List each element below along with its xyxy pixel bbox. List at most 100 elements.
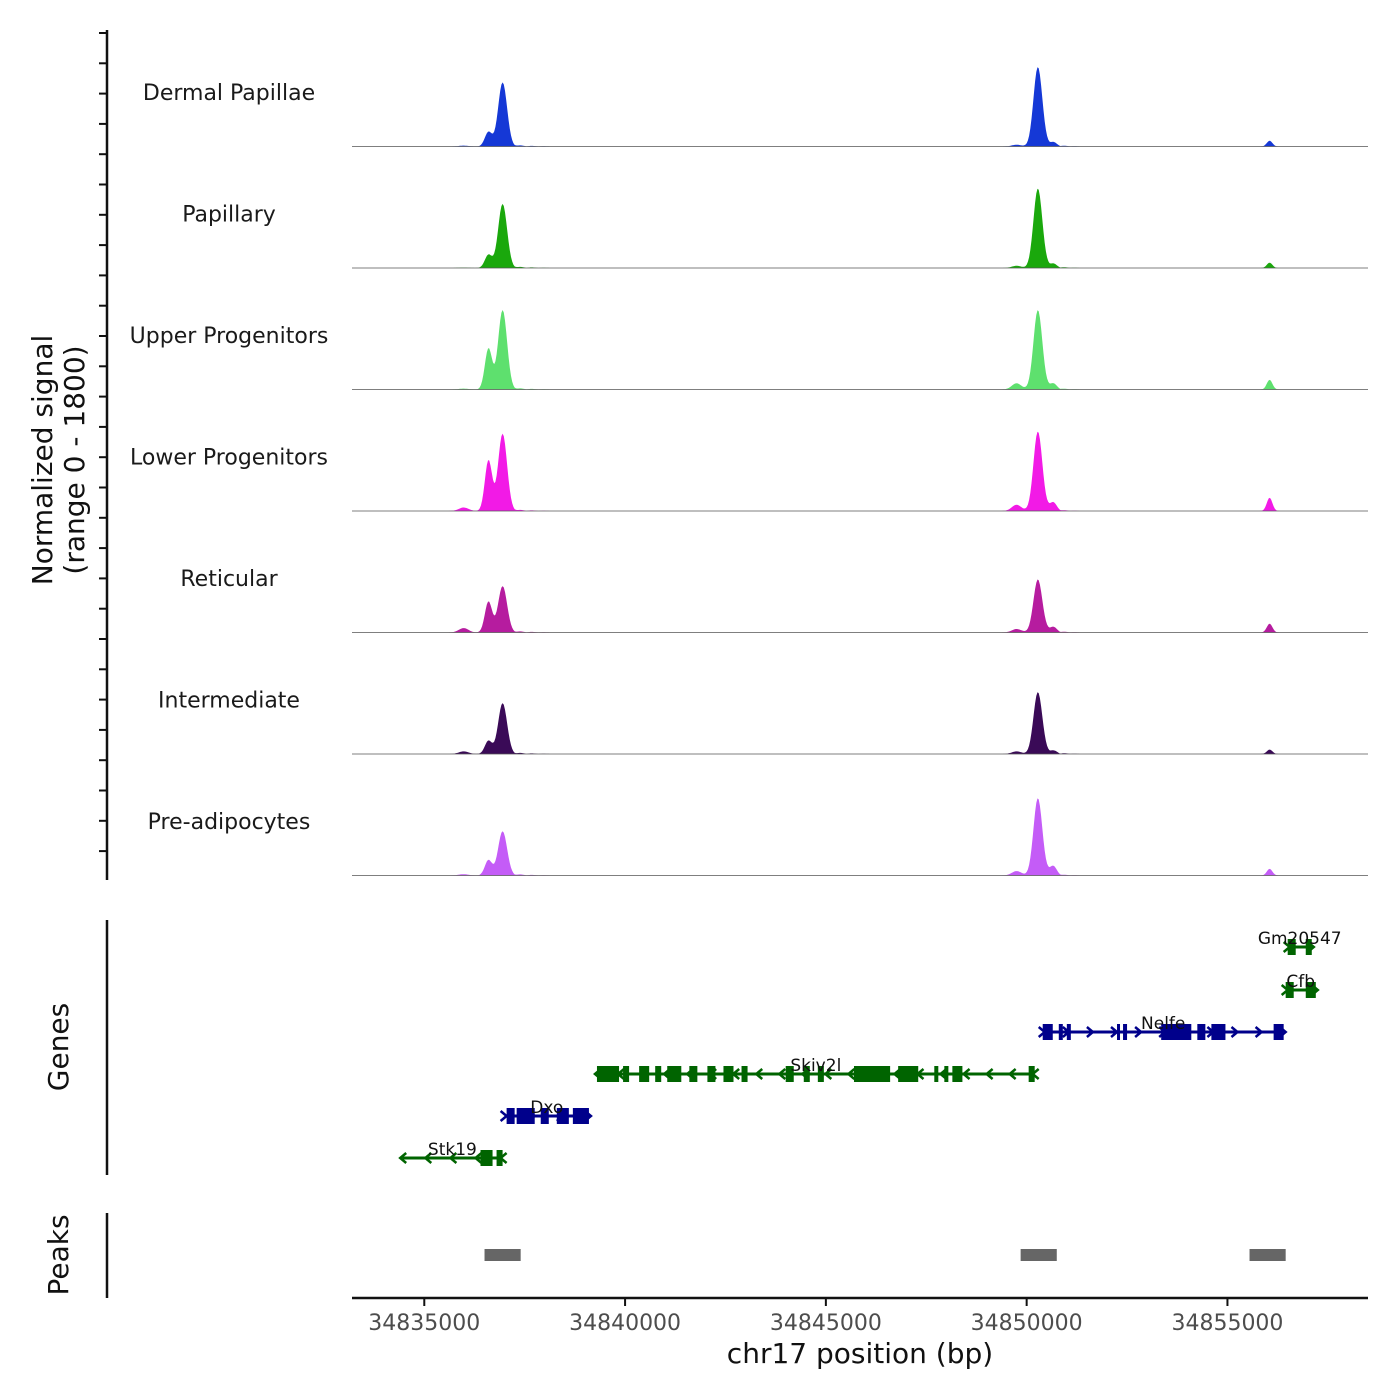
exon [1287,939,1296,955]
signal-area [352,798,1368,876]
gene-cfb: Cfb [1280,972,1320,998]
track-label: Upper Progenitors [130,324,329,349]
gene-label: Cfb [1286,972,1315,992]
signal-area [352,579,1368,633]
exon [1197,1024,1206,1040]
strand-arrow [1254,1026,1264,1038]
exon [639,1066,650,1082]
exon [723,1066,734,1082]
gene-label: Skiv2l [790,1056,841,1076]
exon [741,1066,748,1082]
gene-label: Gm20547 [1258,929,1342,949]
coverage-panel: Dermal Papillae Papillary Upper Progenitor… [26,30,1368,880]
track-label: Papillary [182,203,276,228]
strand-arrow [823,1068,833,1080]
exon [623,1066,630,1082]
strand-arrow [984,1068,994,1080]
exon [540,1108,549,1124]
exon [1123,1024,1128,1040]
strand-arrow [754,1068,764,1080]
coverage-y-label-line2: (range 0 - 1800) [58,345,91,574]
gene-label: Nelfe [1141,1014,1185,1034]
exon [516,1108,535,1124]
strand-arrow [1134,1026,1144,1038]
exon [934,1066,939,1082]
exon [952,1066,963,1082]
exon [480,1150,493,1166]
track-pre-adipocytes: Pre-adipocytes [148,798,1368,876]
signal-area [352,692,1368,754]
exon [785,1066,794,1082]
strand-arrow [777,1068,787,1080]
exon [1305,939,1312,955]
strand-arrow [398,1152,407,1164]
gene-label: Dxo [530,1098,563,1118]
peak-regions [484,1249,1286,1261]
x-axis: 34835000 34840000 34845000 34850000 34855000… [352,1296,1368,1370]
strand-arrow [473,1152,483,1164]
exon [853,1066,891,1082]
coverage-y-ticks [99,32,107,853]
strand-arrow [1230,1026,1240,1038]
exon [1058,1024,1063,1040]
exon [496,1150,503,1166]
track-label: Pre-adipocytes [148,810,311,835]
exon [556,1108,569,1124]
strand-arrow [1110,1026,1119,1038]
peaks-y-label: Peaks [42,1214,75,1295]
x-tick-label: 34840000 [569,1311,681,1336]
strand-arrow [846,1068,856,1080]
exon [1161,1024,1192,1040]
exon [1285,982,1294,998]
exon [572,1108,589,1124]
x-tick-label: 34855000 [1171,1311,1283,1336]
exon [506,1108,515,1124]
strand-arrow [961,1068,971,1080]
peak-region [1020,1249,1057,1261]
strand-arrow [499,1110,509,1122]
exon [596,1066,620,1082]
track-upper-progenitors: Upper Progenitors [130,310,1368,390]
exon [1273,1024,1284,1040]
exon [1305,982,1316,998]
exon [707,1066,716,1082]
exon [1028,1066,1035,1082]
exon [898,1066,919,1082]
peak-region [484,1249,521,1261]
strand-arrow [1086,1026,1095,1038]
genes-panel: Genes Gm20547 Cfb Nelfe Skiv2l Dxo Stk19 [42,920,1342,1175]
exon [655,1066,662,1082]
coverage-y-label-line1: Normalized signal [26,335,59,586]
gene-models: Gm20547 Cfb Nelfe Skiv2l Dxo Stk19 [398,929,1342,1166]
exon [1211,1024,1226,1040]
strand-arrow [1007,1068,1017,1080]
gene-stk19: Stk19 [398,1140,508,1166]
strand-arrow [423,1152,433,1164]
signal-area [352,67,1368,147]
x-tick-label: 34850000 [971,1311,1083,1336]
exon [1066,1024,1071,1040]
signal-area [352,188,1368,268]
track-label: Lower Progenitors [130,446,328,471]
track-label: Dermal Papillae [143,81,315,106]
signal-area [352,310,1368,390]
coverage-tracks: Dermal Papillae Papillary Upper Progenitor… [130,67,1368,876]
track-intermediate: Intermediate [158,689,1368,755]
track-label: Reticular [180,567,278,592]
x-tick-label: 34835000 [368,1311,480,1336]
exon [689,1066,698,1082]
genes-y-label: Genes [42,1003,75,1091]
gene-skiv2l: Skiv2l [593,1056,1040,1082]
coverage-y-label: Normalized signal (range 0 - 1800) [26,335,91,586]
track-dermal-papillae: Dermal Papillae [143,67,1368,147]
peaks-panel: Peaks [42,1213,1286,1298]
exon [1042,1024,1053,1040]
exon [944,1066,949,1082]
x-tick-label: 34845000 [770,1311,882,1336]
track-label: Intermediate [158,689,300,714]
gene-gm20547: Gm20547 [1258,929,1342,955]
track-reticular: Reticular [180,567,1368,633]
strand-arrow [448,1152,458,1164]
gene-dxo: Dxo [499,1098,593,1124]
